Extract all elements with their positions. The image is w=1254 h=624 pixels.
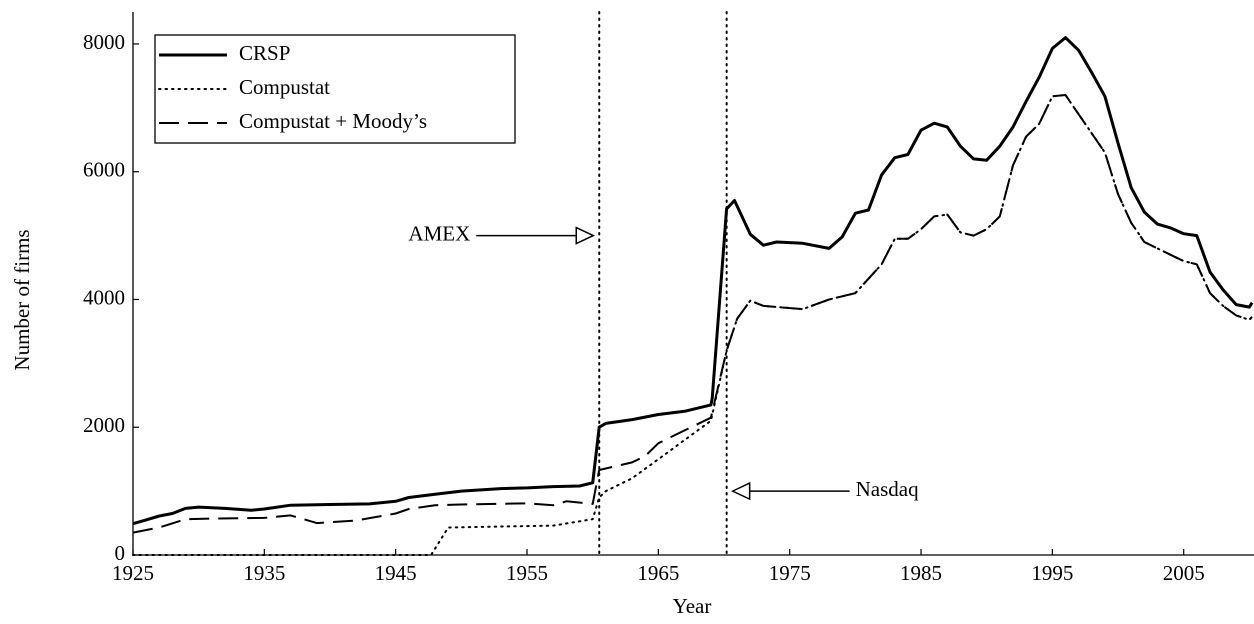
x-tick-label: 1945	[375, 561, 417, 585]
y-tick-label: 2000	[83, 413, 125, 437]
y-tick-label: 0	[115, 541, 126, 565]
x-axis-label: Year	[673, 594, 712, 618]
y-tick-label: 6000	[83, 158, 125, 182]
annotation-label: Nasdaq	[856, 477, 919, 501]
series-line	[132, 36, 1254, 526]
y-tick-label: 8000	[83, 30, 125, 54]
x-tick-label: 1985	[900, 561, 942, 585]
x-tick-label: 1965	[637, 561, 679, 585]
legend-label: CRSP	[239, 41, 290, 65]
legend-label: Compustat	[239, 75, 330, 99]
arrow-head	[730, 481, 751, 501]
y-tick-label: 4000	[83, 285, 125, 309]
x-tick-label: 2005	[1163, 561, 1205, 585]
legend-box	[154, 34, 516, 144]
x-tick-label: 1925	[112, 561, 154, 585]
y-axis-label: Number of firms	[10, 229, 34, 370]
series-line	[132, 94, 1253, 534]
x-tick-label: 1995	[1031, 561, 1073, 585]
x-tick-label: 1955	[506, 561, 548, 585]
series-line	[132, 94, 1253, 556]
x-tick-label: 1935	[243, 561, 285, 585]
legend-label: Compustat + Moody’s	[239, 109, 427, 133]
arrow-head	[575, 226, 596, 245]
annotation-label: AMEX	[408, 221, 470, 245]
x-tick-label: 1975	[769, 561, 811, 585]
